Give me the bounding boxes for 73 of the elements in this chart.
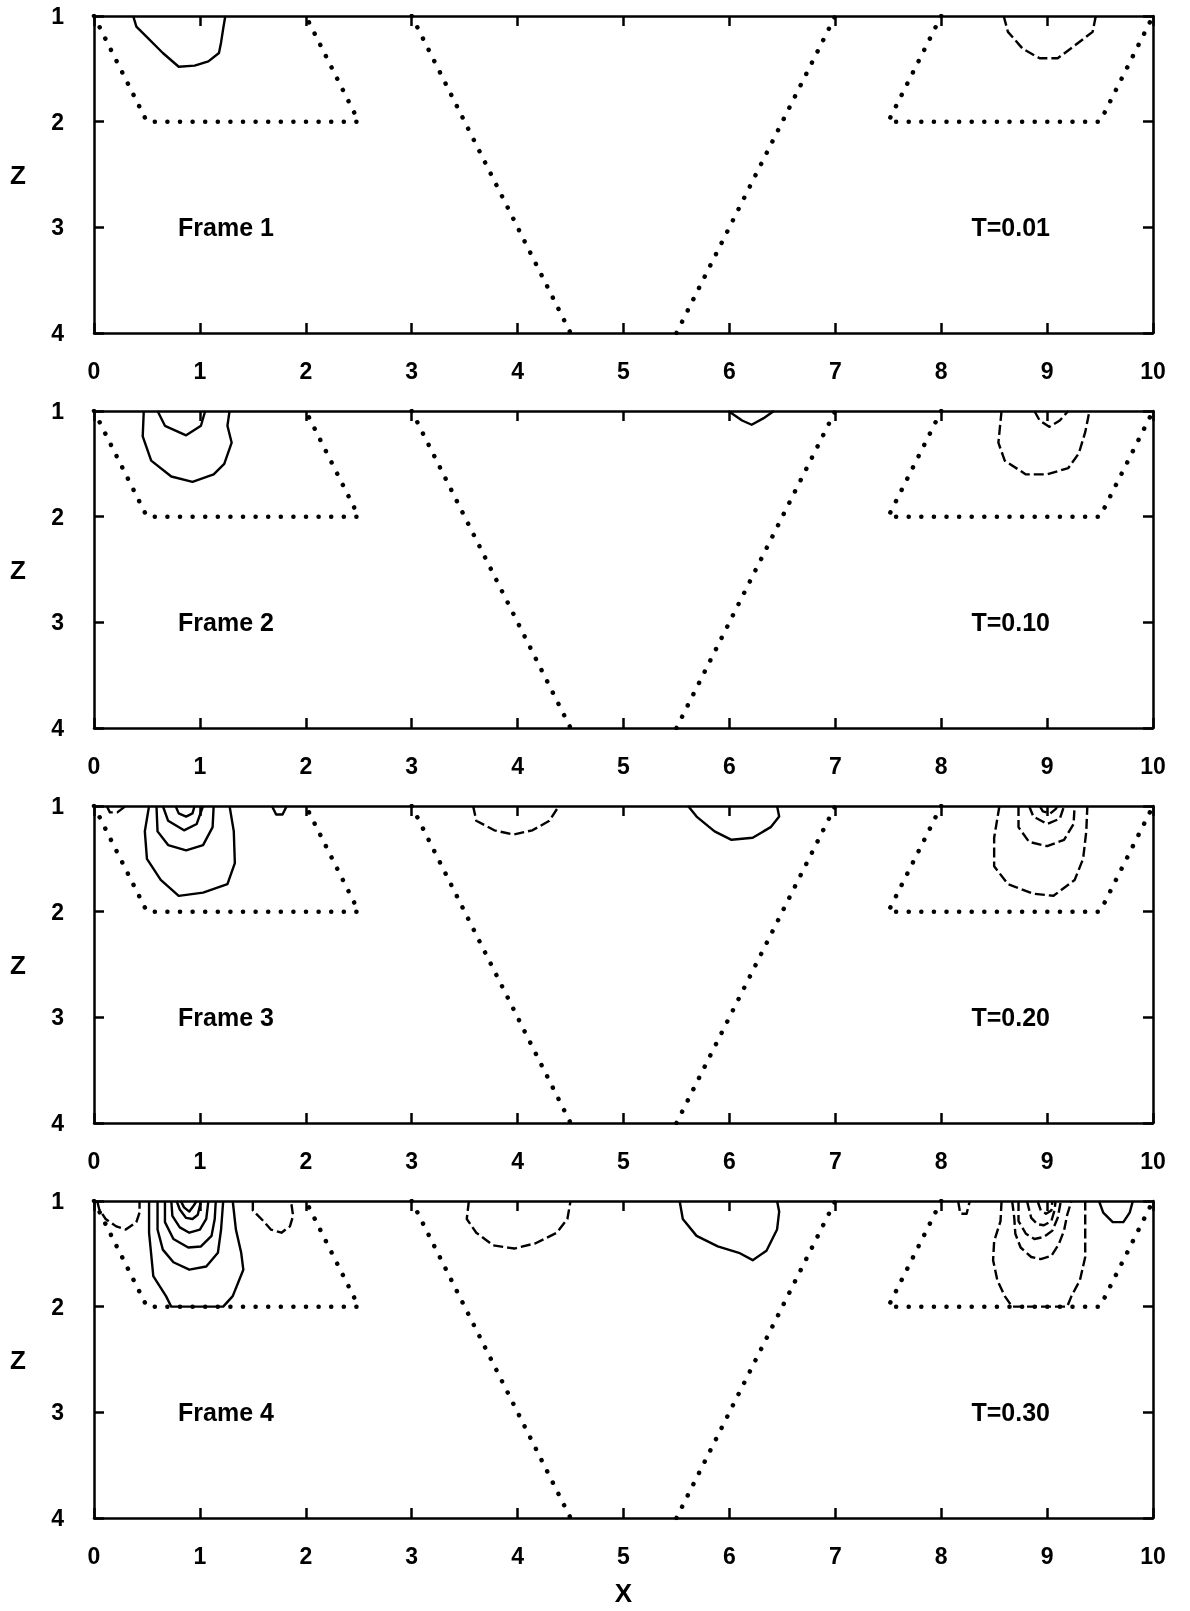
x-tick-label: 2	[299, 1542, 313, 1569]
y-axis-title: Z	[10, 949, 27, 980]
x-tick-label: 2	[299, 752, 313, 779]
x-tick-label: 7	[828, 357, 842, 384]
x-tick-label: 9	[1040, 1542, 1054, 1569]
x-tick-label: 7	[828, 1542, 842, 1569]
y-tick-label: 2	[51, 1293, 64, 1320]
x-tick-label: 1	[193, 1147, 207, 1174]
annotation: T=0.30	[971, 1397, 1050, 1426]
x-tick-label: 10	[1140, 357, 1166, 384]
x-tick-label: 6	[723, 357, 736, 384]
x-tick-label: 9	[1040, 1147, 1054, 1174]
x-tick-label: 3	[405, 357, 419, 384]
x-tick-label: 1	[193, 1542, 207, 1569]
y-tick-label: 4	[51, 320, 65, 346]
y-tick-label: 3	[51, 609, 64, 636]
x-tick-label: 9	[1040, 752, 1054, 779]
y-tick-label: 4	[51, 715, 65, 741]
x-tick-label: 5	[617, 1542, 631, 1569]
x-tick-label: 8	[934, 1542, 948, 1569]
x-tick-label: 3	[405, 1147, 419, 1174]
x-tick-label: 2	[299, 357, 313, 384]
x-axis-title: X	[614, 1578, 633, 1608]
y-tick-label: 2	[51, 108, 64, 135]
x-tick-label: 8	[934, 752, 948, 779]
x-tick-label: 2	[299, 1147, 313, 1174]
annotation: T=0.01	[971, 212, 1051, 241]
annotation: T=0.20	[971, 1002, 1050, 1031]
annotation: T=0.10	[971, 607, 1050, 636]
x-tick-label: 0	[87, 752, 101, 779]
x-tick-label: 4	[511, 1542, 525, 1569]
y-tick-label: 1	[51, 793, 65, 819]
y-tick-label: 3	[51, 214, 64, 241]
x-tick-label: 7	[828, 752, 842, 779]
annotation: Frame 4	[178, 1397, 274, 1426]
x-tick-label: 3	[405, 1542, 419, 1569]
x-tick-label: 3	[405, 752, 419, 779]
y-axis-title: Z	[10, 554, 27, 585]
annotation: Frame 3	[178, 1002, 274, 1031]
x-tick-label: 7	[828, 1147, 842, 1174]
y-tick-label: 4	[51, 1505, 65, 1531]
x-tick-label: 4	[511, 357, 525, 384]
annotation: Frame 2	[178, 607, 274, 636]
x-tick-label: 8	[934, 357, 948, 384]
x-tick-label: 1	[193, 752, 207, 779]
y-tick-label: 2	[51, 898, 64, 925]
x-tick-label: 10	[1140, 1147, 1166, 1174]
x-tick-label: 4	[511, 1147, 525, 1174]
y-tick-label: 3	[51, 1399, 64, 1426]
y-tick-label: 4	[51, 1110, 65, 1136]
y-axis-title: Z	[10, 1344, 27, 1375]
x-tick-label: 5	[617, 752, 631, 779]
y-tick-label: 1	[51, 3, 65, 29]
x-tick-label: 0	[87, 1147, 101, 1174]
x-tick-label: 5	[617, 1147, 631, 1174]
x-tick-label: 10	[1140, 752, 1166, 779]
y-axis-title: Z	[10, 159, 27, 190]
x-tick-label: 10	[1140, 1542, 1166, 1569]
x-tick-label: 8	[934, 1147, 948, 1174]
annotation: Frame 1	[178, 212, 274, 241]
x-tick-label: 1	[193, 357, 207, 384]
x-tick-label: 6	[723, 752, 736, 779]
y-tick-label: 1	[51, 1188, 65, 1214]
x-tick-label: 0	[87, 1542, 101, 1569]
y-tick-label: 1	[51, 398, 65, 424]
x-tick-label: 6	[723, 1147, 736, 1174]
x-tick-label: 5	[617, 357, 631, 384]
y-tick-label: 2	[51, 503, 64, 530]
x-tick-label: 4	[511, 752, 525, 779]
x-tick-label: 0	[87, 357, 101, 384]
y-tick-label: 3	[51, 1004, 64, 1031]
x-tick-label: 9	[1040, 357, 1054, 384]
x-tick-label: 6	[723, 1542, 736, 1569]
